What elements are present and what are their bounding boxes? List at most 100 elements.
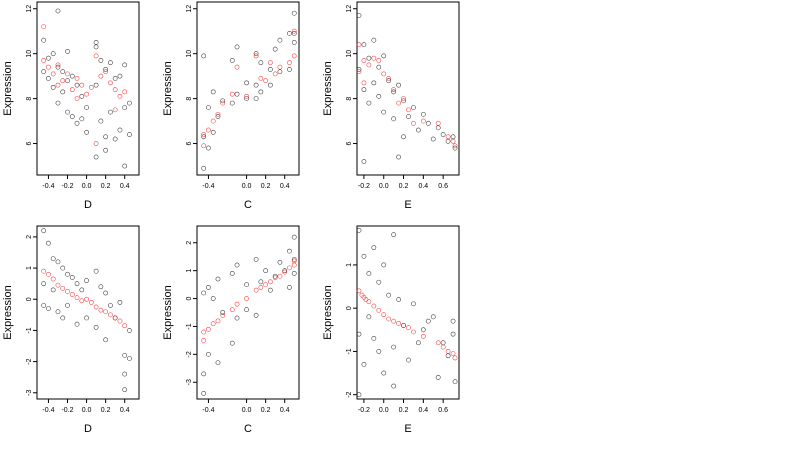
- data-point: [201, 143, 207, 149]
- x-tick-label: 0.4: [280, 407, 290, 414]
- scatter-panel: -0.2 0.0 0.2 0.4 0.6 -2 -1 0 1 E Expression: [322, 225, 460, 435]
- data-point: [435, 374, 441, 380]
- x-tick-label: -0.2: [61, 407, 73, 414]
- data-point: [386, 316, 392, 322]
- x-tick-label: 0.4: [418, 407, 428, 414]
- data-point: [229, 271, 235, 276]
- data-point: [55, 8, 61, 14]
- data-point: [272, 275, 278, 281]
- data-point: [69, 87, 75, 93]
- x-tick-label: 0.0: [82, 183, 92, 190]
- data-point: [60, 78, 66, 84]
- data-point: [210, 296, 216, 301]
- data-point: [425, 318, 431, 324]
- y-tick-label: 0: [186, 297, 193, 301]
- data-point: [277, 64, 283, 70]
- data-point: [268, 287, 273, 293]
- data-point: [420, 327, 426, 333]
- data-point: [272, 46, 278, 52]
- data-point: [430, 314, 436, 320]
- x-tick-label: 0.2: [101, 407, 111, 414]
- data-point: [234, 64, 240, 70]
- data-point: [41, 69, 47, 75]
- data-point: [381, 71, 387, 77]
- data-point: [291, 262, 297, 268]
- data-point: [406, 357, 411, 363]
- data-point: [420, 111, 426, 117]
- data-point: [263, 268, 269, 274]
- data-point: [371, 336, 377, 341]
- data-point: [93, 268, 99, 274]
- data-point: [268, 60, 273, 66]
- data-point: [55, 100, 61, 106]
- data-point: [291, 31, 297, 36]
- data-point: [220, 310, 226, 315]
- y-tick-label: 8: [186, 97, 193, 101]
- data-point: [371, 245, 377, 251]
- data-point: [50, 276, 56, 282]
- data-point: [108, 60, 113, 66]
- data-point: [69, 275, 75, 280]
- data-point: [381, 370, 387, 376]
- data-point: [425, 120, 431, 126]
- data-point: [291, 40, 297, 45]
- x-axis-label: C: [244, 423, 252, 435]
- data-point: [112, 107, 118, 113]
- data-point: [74, 295, 80, 301]
- data-point: [46, 75, 51, 81]
- data-point: [291, 28, 297, 34]
- data-point: [46, 55, 51, 61]
- data-point: [253, 82, 259, 88]
- data-point: [84, 296, 89, 302]
- data-point: [60, 89, 66, 95]
- data-point: [396, 320, 401, 326]
- data-point: [46, 306, 51, 312]
- data-point: [291, 53, 297, 59]
- y-tick-label: 1: [186, 269, 193, 273]
- data-point: [117, 299, 123, 305]
- data-point: [356, 392, 362, 398]
- data-point: [229, 100, 235, 106]
- data-point: [229, 91, 235, 97]
- data-point: [291, 258, 297, 264]
- y-tick-label: 10: [186, 50, 193, 58]
- data-point: [277, 69, 283, 75]
- y-axis-label: Expression: [2, 61, 14, 115]
- data-point: [420, 118, 426, 124]
- data-point: [93, 154, 99, 160]
- data-point: [450, 318, 456, 324]
- data-point: [65, 289, 70, 294]
- data-point: [415, 127, 421, 133]
- data-point: [201, 329, 207, 335]
- plot-frame: [36, 1, 140, 176]
- y-axis-label: Expression: [162, 285, 174, 339]
- data-point: [277, 259, 283, 265]
- data-point: [452, 145, 458, 151]
- data-point: [430, 136, 436, 142]
- data-point: [60, 315, 66, 321]
- data-point: [215, 318, 221, 324]
- plot-frame: [196, 225, 300, 400]
- y-tick-label: -1: [26, 327, 33, 333]
- data-point: [210, 118, 216, 124]
- data-point: [268, 67, 273, 72]
- data-point: [268, 82, 273, 88]
- data-point: [244, 296, 249, 301]
- data-point: [112, 136, 118, 142]
- data-point: [74, 96, 80, 102]
- data-point: [210, 89, 216, 95]
- scatter-panel: -0.4 0.0 0.2 0.4 6 8 10 12 C Expression: [162, 1, 300, 211]
- data-point: [108, 312, 113, 318]
- data-point: [50, 287, 56, 293]
- data-point: [122, 352, 128, 358]
- data-point: [386, 75, 392, 81]
- data-point: [253, 51, 259, 57]
- data-point: [366, 299, 372, 305]
- data-point: [440, 340, 446, 346]
- x-tick-label: 0.0: [379, 183, 389, 190]
- data-point: [50, 71, 56, 77]
- data-point: [74, 281, 80, 287]
- data-point: [234, 315, 240, 321]
- data-point: [445, 353, 451, 359]
- y-tick-label: 0: [346, 306, 353, 310]
